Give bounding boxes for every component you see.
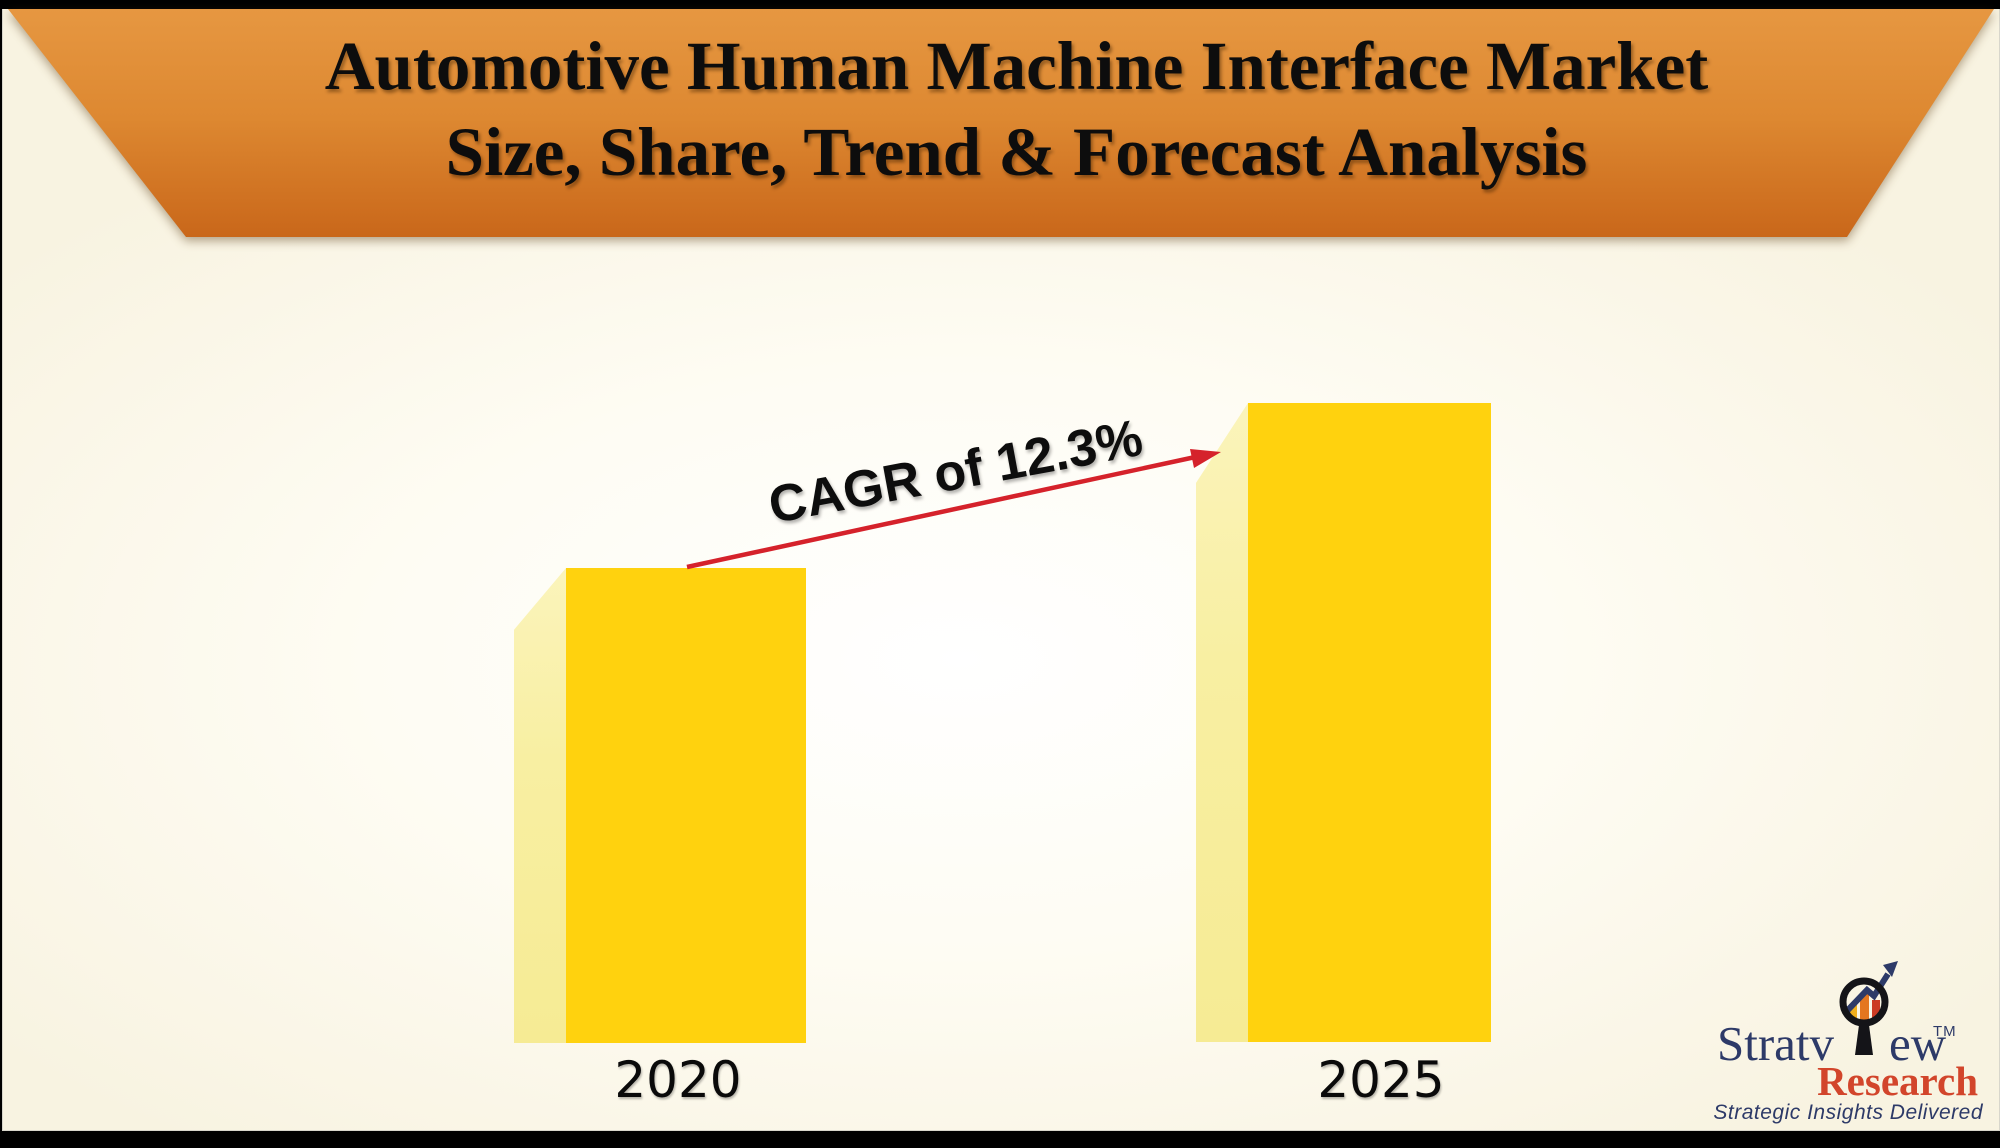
page-title-line2: Size, Share, Trend & Forecast Analysis — [445, 114, 1588, 190]
banner-trapezoid-shape — [8, 9, 1994, 237]
logo-brand-part1: Stratv — [1717, 1016, 1835, 1071]
title-banner: Automotive Human Machine Interface Marke… — [3, 9, 1999, 237]
stratview-research-logo: Stratv ew TM Research Strategic Insights… — [1693, 939, 1993, 1129]
bar-2020 — [566, 568, 806, 1043]
x-axis-label-2025: 2025 — [1317, 1051, 1445, 1109]
logo-tagline: Strategic Insights Delivered — [1713, 1101, 1983, 1124]
bar-2025 — [1248, 403, 1491, 1042]
magnifier-growth-icon — [1839, 961, 1898, 1055]
logo-trademark: TM — [1933, 1023, 1957, 1040]
page-title-line1: Automotive Human Machine Interface Marke… — [324, 28, 1709, 104]
bar-2020-side-face — [514, 568, 566, 1043]
cagr-annotation: CAGR of 12.3% — [764, 409, 1148, 536]
bar-2025-side-face — [1196, 403, 1248, 1042]
slide-background: Automotive Human Machine Interface Marke… — [2, 9, 2000, 1131]
x-axis-label-2020: 2020 — [614, 1051, 742, 1109]
logo-subbrand: Research — [1817, 1058, 1978, 1104]
logo-brand-part2: ew — [1889, 1016, 1947, 1071]
page-title: Automotive Human Machine Interface Marke… — [186, 23, 1847, 195]
